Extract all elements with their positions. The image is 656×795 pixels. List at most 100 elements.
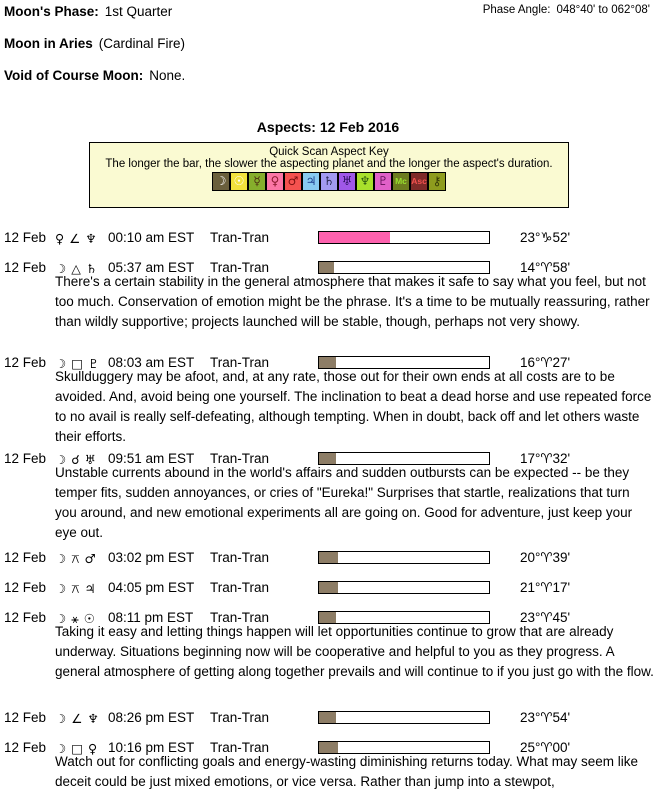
aspect-time: 05:37 am EST: [108, 260, 195, 275]
chiron-icon: ⚷: [428, 172, 446, 191]
planet2-icon: ♆: [87, 711, 99, 726]
pluto-icon: ♇: [374, 172, 392, 191]
aspect-glyphs: ☽ ⚹ ☉: [55, 611, 95, 627]
aspect-glyphs: ☽ ☌ ♅: [55, 452, 96, 467]
aspect-description: Taking it easy and letting things happen…: [55, 624, 654, 679]
aspect-position: 20°♈39': [520, 550, 571, 565]
neptune-icon: ♆: [356, 172, 374, 191]
aspect-description: Unstable currents abound in the world's …: [55, 465, 633, 540]
moon-sign-value: (Cardinal Fire): [98, 36, 186, 51]
planet1-icon: ☽: [55, 741, 67, 756]
aspect-date: 12 Feb: [4, 740, 47, 755]
planet2-icon: ♀: [88, 741, 98, 756]
aspect-type: Tran-Tran: [210, 610, 270, 625]
duration-bar: [318, 356, 490, 369]
saturn-icon: ♄: [320, 172, 338, 191]
mars-icon: ♂: [284, 172, 302, 191]
planet1-icon: ☽: [55, 551, 67, 566]
void-of-course-label: Void of Course Moon:: [4, 68, 144, 83]
aspect-position: 21°♈17': [520, 580, 571, 595]
moon-icon: ☽: [212, 172, 230, 191]
aspect-glyphs: ☽ ⚻ ♃: [55, 581, 96, 597]
duration-bar-fill: [319, 357, 336, 368]
duration-bar: [318, 452, 490, 465]
planet2-icon: ♂: [84, 551, 96, 566]
planet2-icon: ♇: [88, 356, 100, 371]
aspect-time: 08:26 pm EST: [108, 710, 195, 725]
aspect-position: 25°♈00': [520, 740, 571, 755]
aspect-symbol-icon: ⚻: [71, 551, 80, 566]
planet1-icon: ☽: [55, 452, 67, 467]
duration-bar-fill: [319, 453, 336, 464]
duration-bar: [318, 231, 490, 244]
aspect-type: Tran-Tran: [210, 580, 270, 595]
aspect-row: 12 Feb ☽ □ ♀ 10:16 pm EST Tran-Tran 25°♈00…: [0, 740, 656, 756]
planet2-icon: ♅: [84, 452, 96, 467]
aspect-row: 12 Feb ♀ ∠ ♆ 00:10 am EST Tran-Tran 23°♑52…: [0, 230, 656, 246]
aspect-glyphs: ☽ □ ♇: [55, 356, 99, 371]
aspect-date: 12 Feb: [4, 610, 47, 625]
aspect-position: 23°♈54': [520, 710, 571, 725]
aspect-glyphs: ☽ ⚻ ♂: [55, 551, 96, 567]
aspect-time: 08:03 am EST: [108, 355, 195, 370]
key-title: Quick Scan Aspect Key: [269, 146, 389, 158]
aspect-symbol-icon: ☌: [71, 452, 80, 467]
aspect-symbol-icon: ⚹: [71, 611, 79, 626]
aspect-date: 12 Feb: [4, 230, 47, 245]
aspect-time: 00:10 am EST: [108, 230, 195, 245]
planet2-icon: ♄: [85, 261, 98, 276]
planet2-icon: ♆: [85, 231, 97, 246]
key-symbol-row: ☽ ☉ ☿ ♀ ♂ ♃ ♄ ♅ ♆ ♇ Mc Asc ⚷: [90, 172, 568, 191]
aspect-type: Tran-Tran: [210, 740, 270, 755]
duration-bar: [318, 711, 490, 724]
duration-bar-fill: [319, 552, 338, 563]
aspect-symbol-icon: ∠: [71, 711, 83, 726]
uranus-icon: ♅: [338, 172, 356, 191]
phase-angle: Phase Angle: 048°40' to 062°08': [483, 4, 650, 16]
aspect-time: 10:16 pm EST: [108, 740, 195, 755]
aspect-row: 12 Feb ☽ △ ♄ 05:37 am EST Tran-Tran 14°♈58…: [0, 260, 656, 276]
aspect-type: Tran-Tran: [210, 710, 270, 725]
aspect-time: 08:11 pm EST: [108, 610, 194, 625]
moons-phase-label: Moon's Phase:: [4, 4, 99, 19]
ascendant-icon: Asc: [410, 172, 428, 191]
aspects-title: Aspects: 12 Feb 2016: [256, 119, 400, 135]
aspect-type: Tran-Tran: [210, 230, 270, 245]
aspect-date: 12 Feb: [4, 260, 47, 275]
phase-angle-value: 048°40' to 062°08': [556, 4, 650, 16]
midheaven-icon: Mc: [392, 172, 410, 191]
aspect-row: 12 Feb ☽ ∠ ♆ 08:26 pm EST Tran-Tran 23°♈54…: [0, 710, 656, 726]
aspect-type: Tran-Tran: [210, 355, 270, 370]
phase-angle-label: Phase Angle:: [482, 4, 551, 16]
duration-bar-fill: [319, 232, 391, 243]
mercury-icon: ☿: [248, 172, 266, 191]
aspect-symbol-icon: ∠: [69, 231, 81, 246]
aspect-description: Watch out for conflicting goals and ener…: [55, 754, 639, 789]
planet1-icon: ☽: [55, 711, 67, 726]
duration-bar: [318, 581, 490, 594]
duration-bar-fill: [319, 712, 336, 723]
aspect-position: 17°♈32': [520, 451, 571, 466]
aspect-date: 12 Feb: [4, 451, 47, 466]
duration-bar-fill: [319, 582, 338, 593]
aspect-time: 04:05 pm EST: [108, 580, 195, 595]
jupiter-icon: ♃: [302, 172, 320, 191]
duration-bar: [318, 741, 490, 754]
planet2-icon: ☉: [83, 611, 95, 626]
aspect-date: 12 Feb: [4, 580, 47, 595]
venus-icon: ♀: [266, 172, 284, 191]
aspect-type: Tran-Tran: [210, 451, 270, 466]
aspect-row: 12 Feb ☽ ⚻ ♂ 03:02 pm EST Tran-Tran 20°♈39…: [0, 550, 656, 566]
aspect-date: 12 Feb: [4, 355, 47, 370]
aspect-symbol-icon: □: [71, 356, 84, 371]
moons-phase-value: 1st Quarter: [104, 4, 173, 19]
aspect-time: 09:51 am EST: [108, 451, 195, 466]
void-of-course-line: Void of Course Moon: None.: [4, 68, 185, 83]
aspect-description: Skullduggery may be afoot, and, at any r…: [55, 369, 652, 444]
planet1-icon: ☽: [55, 581, 67, 596]
planet1-icon: ♀: [55, 231, 65, 246]
duration-bar-fill: [319, 742, 338, 753]
aspect-row: 12 Feb ☽ ⚻ ♃ 04:05 pm EST Tran-Tran 21°♈17…: [0, 580, 656, 596]
planet1-icon: ☽: [55, 261, 67, 276]
aspect-description: There's a certain stability in the gener…: [55, 274, 650, 329]
